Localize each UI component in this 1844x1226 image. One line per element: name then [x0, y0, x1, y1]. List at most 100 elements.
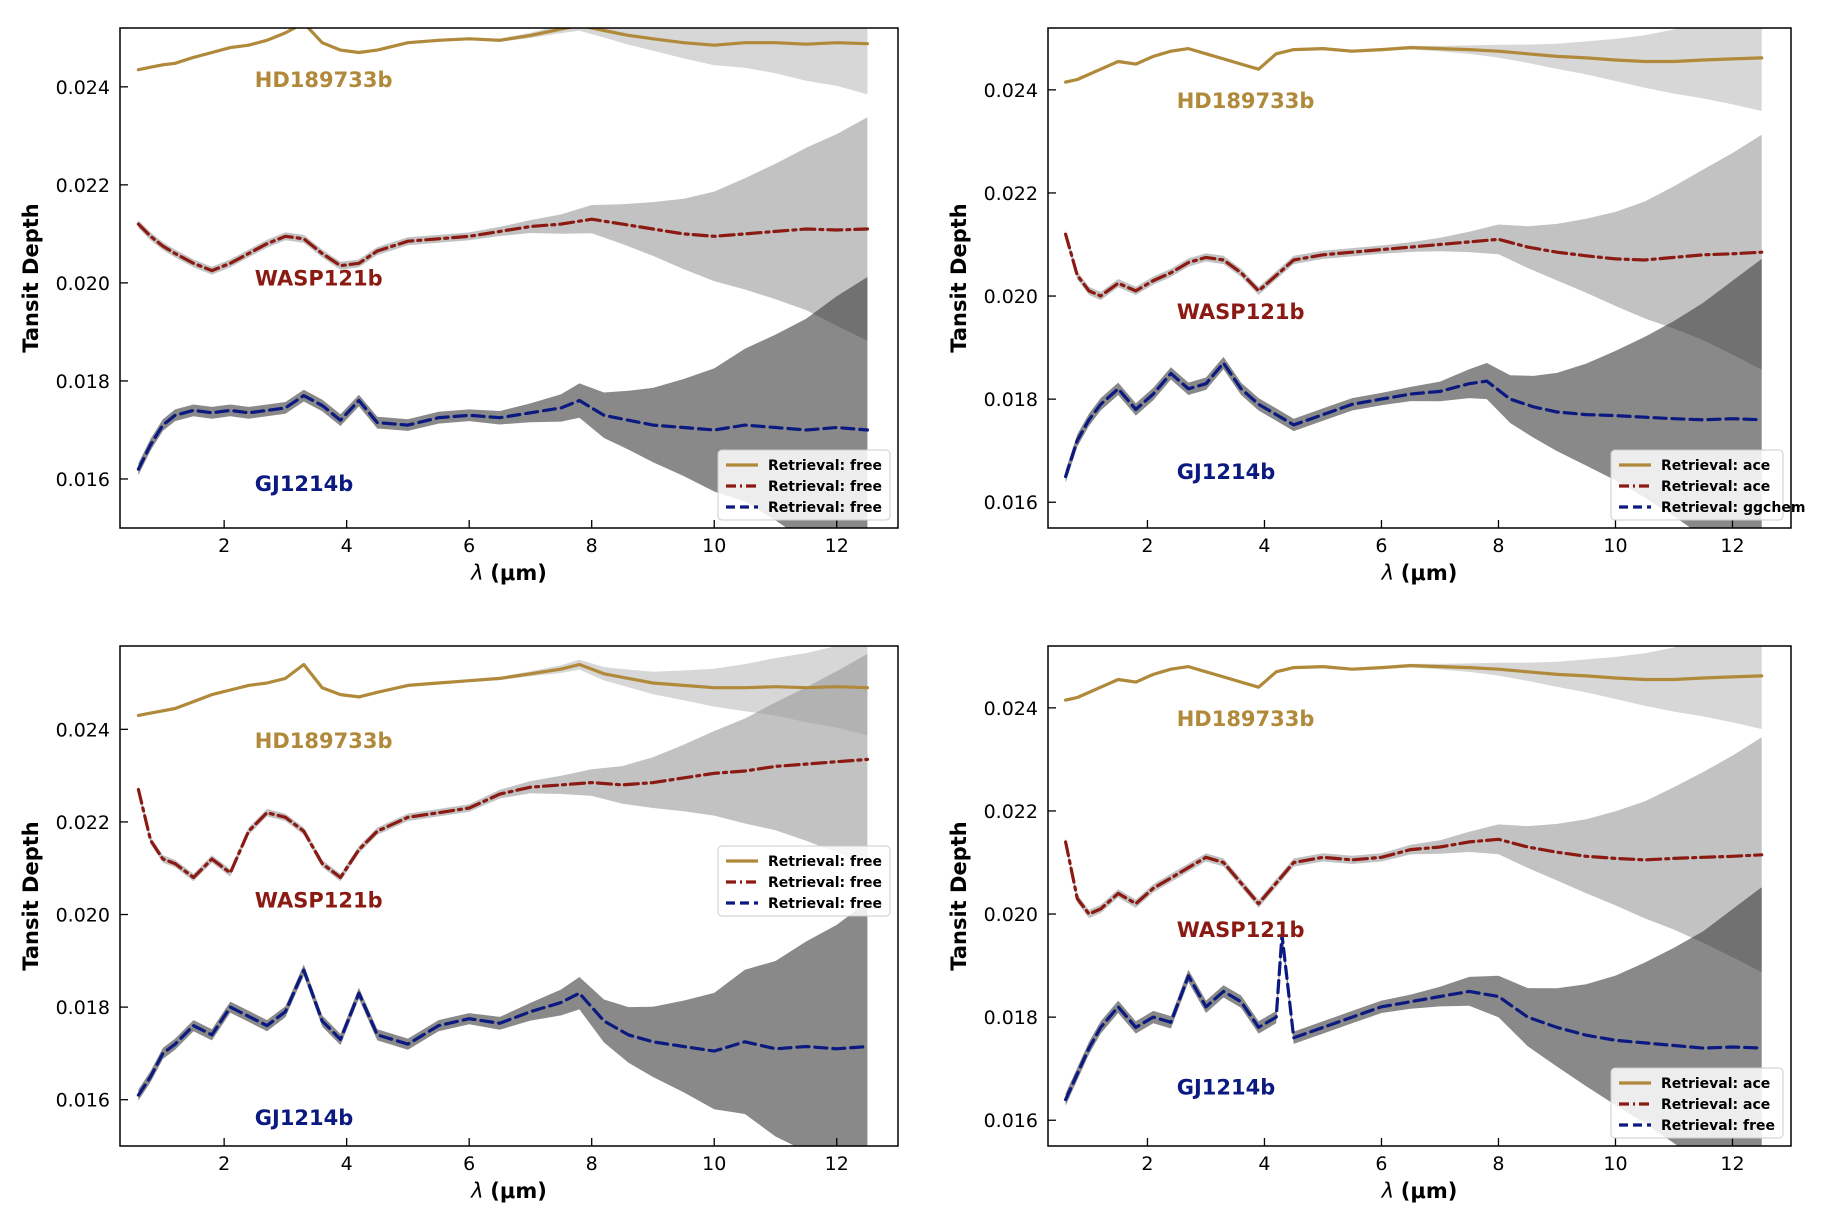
x-tick-label: 12: [1720, 1153, 1744, 1175]
planet-label: WASP121b: [255, 266, 383, 290]
x-tick-label: 8: [1492, 1153, 1504, 1175]
series-line-wasp121b: [1064, 232, 1764, 298]
series-line-hd189733b: [136, 28, 869, 72]
x-tick-label: 8: [586, 535, 598, 557]
series-line-wasp121b: [136, 217, 869, 273]
x-axis-label: λ (μm): [470, 1179, 547, 1203]
legend: Retrieval: ace Retrieval: ace Retrieval: g…: [1610, 449, 1805, 521]
series-line-wasp121b: [1064, 837, 1764, 916]
legend: Retrieval: free Retrieval: free Retrieval:…: [717, 845, 891, 917]
axes-frame: [119, 645, 899, 1147]
y-tick-label: 0.020: [984, 286, 1038, 308]
series-line-gj1214b: [1064, 361, 1764, 479]
legend-entry: Retrieval: free: [768, 458, 882, 474]
uncertainty-band-hd189733b: [138, 28, 868, 95]
x-tick-label: 12: [1720, 535, 1744, 557]
chart-panel-bottom-left: 2 4 6 8 10 12 0.016 0.018 0.020 0.022 0.024 λ (μm) T…: [19, 645, 899, 1203]
legend: Retrieval: free Retrieval: free Retrieval:…: [717, 449, 891, 521]
legend-entry: Retrieval: free: [768, 854, 882, 870]
y-tick-label: 0.022: [56, 175, 110, 197]
uncertainty-band-wasp121b: [1065, 737, 1762, 973]
x-tick-label: 6: [463, 1153, 475, 1175]
series-line-hd189733b: [136, 662, 869, 717]
chart-panel-top-right: 2 4 6 8 10 12 0.016 0.018 0.020 0.022 0.024 λ (μm) T…: [947, 27, 1805, 585]
legend-entry: Retrieval: ggchem: [1661, 500, 1805, 516]
y-axis-label: Tansit Depth: [19, 821, 43, 970]
plot-area: [1064, 646, 1764, 1146]
axes-frame: [119, 27, 899, 529]
y-axis-label: Tansit Depth: [947, 203, 971, 352]
series-line-hd189733b: [1064, 46, 1764, 84]
x-tick-label: 2: [218, 535, 230, 557]
planet-label: WASP121b: [1177, 918, 1305, 942]
legend-entry: Retrieval: ace: [1661, 458, 1770, 474]
y-tick-label: 0.022: [984, 801, 1038, 823]
series-line-hd189733b: [1064, 664, 1764, 702]
planet-label: HD189733b: [255, 729, 393, 753]
legend-entry: Retrieval: ace: [1661, 1076, 1770, 1092]
y-tick-label: 0.024: [984, 698, 1038, 720]
y-tick-label: 0.020: [56, 905, 110, 927]
y-tick-label: 0.022: [56, 812, 110, 834]
y-tick-label: 0.016: [56, 469, 110, 491]
x-tick-label: 12: [825, 535, 849, 557]
x-tick-label: 8: [586, 1153, 598, 1175]
uncertainty-band-gj1214b: [138, 902, 868, 1146]
x-tick-label: 10: [702, 535, 726, 557]
legend-entry: Retrieval: free: [768, 500, 882, 516]
legend-entry: Retrieval: ace: [1661, 1097, 1770, 1113]
axes-frame: [1047, 645, 1792, 1147]
x-axis-label: λ (μm): [470, 561, 547, 585]
y-tick-label: 0.020: [56, 273, 110, 295]
planet-label: WASP121b: [255, 889, 383, 913]
uncertainty-band-hd189733b: [1065, 28, 1762, 111]
x-axis-label: λ (μm): [1381, 561, 1458, 585]
legend-box: [1610, 449, 1784, 521]
uncertainty-band-gj1214b: [1065, 887, 1762, 1146]
planet-label: GJ1214b: [1177, 460, 1276, 484]
plot-area: [1064, 28, 1764, 528]
series-line-gj1214b: [1064, 933, 1764, 1102]
y-tick-label: 0.022: [984, 183, 1038, 205]
x-axis-label: λ (μm): [1381, 1179, 1458, 1203]
x-tick-label: 4: [341, 1153, 353, 1175]
planet-label: GJ1214b: [255, 1106, 354, 1130]
planet-label: GJ1214b: [255, 472, 354, 496]
x-tick-label: 4: [1258, 535, 1270, 557]
y-axis-label: Tansit Depth: [19, 203, 43, 352]
x-tick-label: 10: [1603, 1153, 1627, 1175]
x-tick-label: 6: [463, 535, 475, 557]
planet-label: HD189733b: [1177, 707, 1315, 731]
planet-label: HD189733b: [1177, 89, 1315, 113]
y-tick-label: 0.018: [984, 1007, 1038, 1029]
y-tick-label: 0.018: [56, 371, 110, 393]
x-tick-label: 4: [341, 535, 353, 557]
legend-entry: Retrieval: free: [768, 479, 882, 495]
plot-area: [136, 646, 869, 1146]
y-tick-label: 0.024: [984, 80, 1038, 102]
y-tick-label: 0.018: [984, 389, 1038, 411]
x-tick-label: 2: [1141, 1153, 1153, 1175]
legend: Retrieval: ace Retrieval: ace Retrieval: f…: [1610, 1067, 1784, 1139]
x-tick-label: 10: [702, 1153, 726, 1175]
planet-label: WASP121b: [1177, 300, 1305, 324]
x-tick-label: 10: [1603, 535, 1627, 557]
legend-box: [717, 449, 891, 521]
series-line-wasp121b: [136, 757, 869, 880]
uncertainty-band-wasp121b: [138, 117, 868, 341]
y-tick-label: 0.018: [56, 997, 110, 1019]
legend-box: [1610, 1067, 1784, 1139]
x-tick-label: 12: [825, 1153, 849, 1175]
series-line-gj1214b: [136, 394, 869, 471]
axes-frame: [1047, 27, 1792, 529]
legend-entry: Retrieval: ace: [1661, 479, 1770, 495]
y-tick-label: 0.020: [984, 904, 1038, 926]
uncertainty-band-wasp121b: [1065, 134, 1762, 370]
x-tick-label: 6: [1375, 1153, 1387, 1175]
legend-entry: Retrieval: free: [1661, 1118, 1775, 1134]
series-line-gj1214b: [136, 968, 869, 1097]
chart-panel-top-left: 2 4 6 8 10 12 0.016 0.018 0.020 0.022 0.024 λ (μm) T…: [19, 27, 899, 585]
planet-label: HD189733b: [255, 68, 393, 92]
x-tick-label: 6: [1375, 535, 1387, 557]
